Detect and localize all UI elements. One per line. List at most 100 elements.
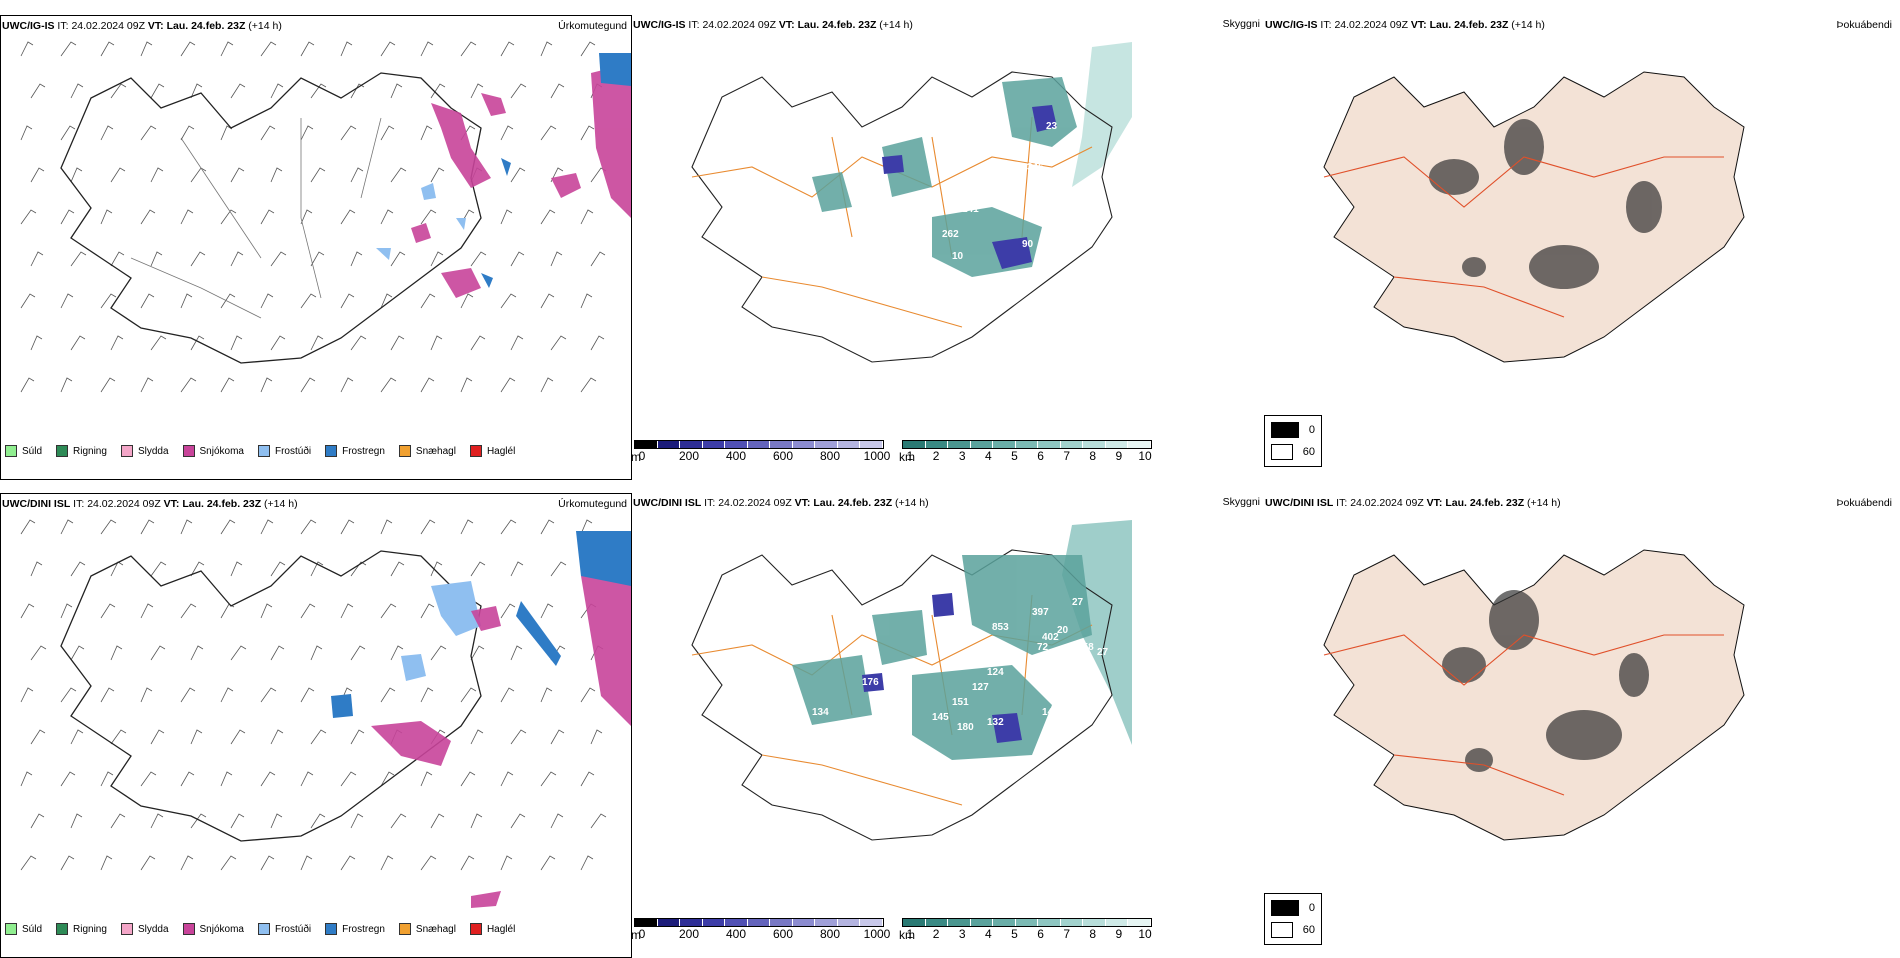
wind-barb: [500, 771, 514, 787]
scale-cell: [860, 919, 884, 926]
panel-title: Úrkomutegund: [558, 20, 627, 32]
scale-tick-label: 600: [772, 449, 794, 463]
fog-map: [1323, 71, 1745, 363]
wind-barb: [270, 561, 286, 577]
legend-swatch: [257, 923, 270, 935]
ceiling-value-label: 20: [1057, 625, 1069, 636]
scale-tick-label: 10: [1138, 449, 1152, 463]
wind-barb: [110, 251, 125, 267]
legend-item: Snjókoma: [182, 445, 244, 457]
legend-label: Haglél: [486, 923, 516, 935]
wind-barb: [60, 209, 75, 225]
ceiling-value-label: 547: [1032, 667, 1049, 678]
wind-barb: [380, 293, 393, 309]
iceland-land: [1323, 549, 1745, 841]
fog-legend-row: 60: [1271, 922, 1315, 938]
ceiling-value-label: 124: [987, 667, 1004, 678]
wind-barb: [20, 293, 36, 309]
wind-barb: [110, 167, 126, 183]
wind-barb: [460, 41, 477, 57]
scale-tick-label: 1: [906, 449, 914, 463]
wind-barb: [230, 561, 243, 577]
scale-tick-label: 3: [958, 449, 966, 463]
wind-barb: [260, 293, 274, 309]
wind-barb: [260, 125, 276, 141]
ceiling-value-label: 258: [1077, 642, 1094, 653]
ceiling-scalebar: 0 200 400 600 800 1000 m: [632, 918, 890, 942]
scale-tick-label: 5: [1011, 449, 1018, 463]
wind-barb: [60, 687, 77, 703]
wind-barb: [270, 335, 286, 351]
wind-barb: [30, 335, 43, 351]
legend-item: Frostregn: [325, 445, 385, 457]
scale-cell: [1060, 919, 1084, 926]
wind-barb: [110, 335, 124, 351]
wind-barb: [140, 519, 155, 535]
fog-swatch: [1271, 922, 1293, 938]
wind-barb: [510, 251, 525, 267]
wind-barb: [550, 813, 564, 829]
scale-cell: [770, 919, 793, 926]
scale-cell: [635, 919, 658, 926]
fog-legend: 0 60: [1264, 415, 1322, 467]
wind-barb: [150, 729, 165, 745]
scale-tick-label: 8: [1089, 927, 1097, 941]
ceiling-value-label: 30: [992, 169, 1004, 180]
wind-barb: [270, 645, 285, 661]
wind-barb: [150, 335, 167, 351]
wind-barb: [140, 41, 153, 57]
wind-barb: [350, 813, 364, 829]
legend-item: Haglél: [469, 445, 515, 457]
scale-cell: [903, 919, 926, 926]
scale-cell: [925, 441, 949, 448]
wind-barb: [230, 83, 246, 99]
ceiling-value-label: 262: [942, 229, 959, 240]
wind-barb: [30, 645, 47, 661]
legend-item: Haglél: [469, 923, 516, 935]
wind-barb: [550, 335, 567, 351]
wind-barb: [190, 251, 206, 267]
wind-barb: [430, 335, 443, 351]
precip-map: [20, 41, 631, 393]
scale-cell: [970, 441, 994, 448]
fog-areas: [1429, 119, 1662, 289]
wind-barb: [340, 293, 355, 309]
wind-barb: [460, 687, 477, 703]
wind-barb: [580, 855, 594, 871]
wind-barb: [540, 125, 557, 141]
wind-barb: [380, 209, 394, 225]
wind-barb: [580, 209, 594, 225]
wind-barb: [60, 293, 74, 309]
legend-label: Slydda: [137, 445, 169, 457]
panel-header: UWC/DINI ISL IT: 24.02.2024 09Z VT: Lau.…: [1265, 497, 1561, 509]
wind-barb: [220, 771, 233, 787]
wind-barb: [60, 771, 76, 787]
fog-legend-row: 0: [1271, 900, 1315, 916]
wind-barb: [460, 519, 474, 535]
scale-tick-label: 200: [678, 449, 700, 463]
ceiling-value-label: 27: [1062, 229, 1074, 240]
wind-barb: [420, 125, 433, 141]
scale-tick-label: 200: [678, 927, 700, 941]
scale-cell: [657, 441, 681, 448]
legend-item: Snæhagl: [398, 923, 456, 935]
fog-swatch: [1271, 900, 1299, 916]
wind-barb: [470, 645, 485, 661]
scale-tick-label: 600: [772, 927, 794, 941]
wind-barb: [100, 41, 115, 57]
wind-barb: [380, 519, 393, 535]
wind-barb: [380, 855, 394, 871]
wind-barb: [70, 83, 84, 99]
wind-barb: [140, 125, 157, 141]
scale-cell: [702, 441, 726, 448]
wind-barb: [60, 41, 77, 57]
wind-barb: [340, 519, 355, 535]
fog-legend-row: 0: [1271, 422, 1315, 438]
fog-legend: 0 60: [1264, 893, 1322, 945]
fog-panel-dini: UWC/DINI ISL IT: 24.02.2024 09Z VT: Lau.…: [1264, 493, 1896, 958]
legend-label: Rigning: [73, 923, 107, 935]
wind-barb: [150, 813, 164, 829]
wind-barb: [310, 251, 325, 267]
legend-swatch: [182, 445, 195, 457]
panel-header: UWC/IG-IS IT: 24.02.2024 09Z VT: Lau. 24…: [633, 19, 913, 31]
